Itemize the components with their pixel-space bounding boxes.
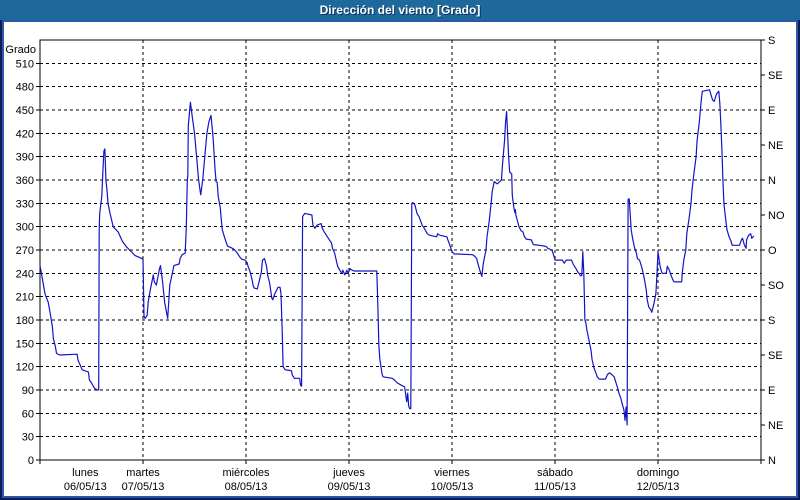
compass-axis-label: SO [768, 280, 784, 292]
compass-axis-label: SE [768, 350, 783, 362]
y-axis-tick-label: 480 [16, 82, 34, 94]
y-axis-tick-label: 30 [22, 432, 34, 444]
y-axis-tick-label: 0 [28, 455, 34, 467]
y-axis-tick-label: 210 [16, 292, 34, 304]
x-axis-date-label: 06/05/13 [64, 481, 107, 493]
x-axis-date-label: 08/05/13 [225, 481, 268, 493]
x-axis-date-label: 11/05/13 [534, 481, 576, 493]
wind-direction-chart: 0 30 60 90 120 150 180 210 240 270 300 330 360 390 420… [5, 35, 785, 493]
x-axis-date-label: 09/05/13 [328, 481, 371, 493]
compass-axis-label: NO [768, 210, 785, 222]
compass-axis-label: S [768, 315, 775, 327]
x-axis-day-label: domingo [637, 467, 679, 479]
y-axis-tick-label: 420 [16, 128, 34, 140]
compass-axis-label: E [768, 385, 775, 397]
x-axis-day-label: jueves [332, 467, 365, 479]
y-axis-tick-label: 120 [16, 362, 34, 374]
x-axis-date-label: 12/05/13 [637, 481, 680, 493]
y-axis-tick-label: 150 [16, 338, 34, 350]
y-axis-tick-label: 510 [16, 58, 34, 70]
x-axis-date-label: 07/05/13 [122, 481, 165, 493]
compass-axis-label: S [768, 35, 775, 47]
y-axis-tick-label: 450 [16, 105, 34, 117]
x-axis-day-label: lunes [72, 467, 99, 479]
x-axis-day-label: viernes [434, 467, 470, 479]
wind-direction-line [39, 89, 755, 426]
chart-title: Dirección del viento [Grado] [0, 0, 800, 20]
y-axis-unit-label: Grado [5, 44, 36, 56]
y-axis-tick-label: 360 [16, 175, 34, 187]
compass-axis-label: NE [768, 420, 783, 432]
y-axis-tick-label: 300 [16, 222, 34, 234]
y-axis-tick-label: 90 [22, 385, 34, 397]
compass-axis-label: N [768, 175, 776, 187]
compass-axis-label: NE [768, 140, 783, 152]
x-axis-day-label: sábado [537, 467, 573, 479]
compass-axis-label: SE [768, 70, 783, 82]
x-axis-date-label: 10/05/13 [431, 481, 474, 493]
x-axis-day-label: miércoles [222, 467, 270, 479]
y-axis-tick-label: 180 [16, 315, 34, 327]
y-axis-tick-label: 240 [16, 268, 34, 280]
y-axis-tick-label: 270 [16, 245, 34, 257]
compass-axis-label: E [768, 105, 775, 117]
y-axis-tick-label: 60 [22, 408, 34, 420]
y-axis-tick-label: 390 [16, 152, 34, 164]
y-axis-tick-label: 330 [16, 198, 34, 210]
compass-axis-label: O [768, 245, 777, 257]
chart-content: 0 30 60 90 120 150 180 210 240 270 300 330 360 390 420… [2, 20, 798, 498]
compass-axis-label: N [768, 455, 776, 467]
x-axis-day-label: martes [126, 467, 160, 479]
